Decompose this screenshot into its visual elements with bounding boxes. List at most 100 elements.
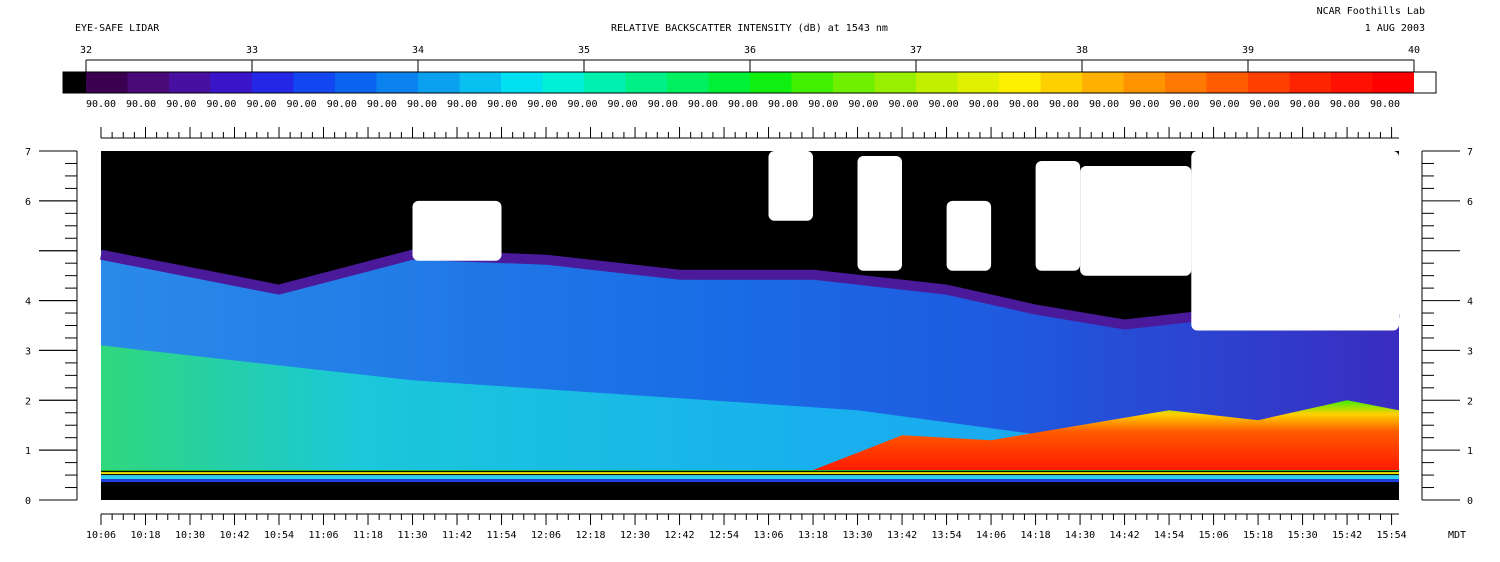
bottom-axis-label: 12:30 <box>620 530 650 541</box>
lab-name: NCAR Foothills Lab <box>1316 6 1425 17</box>
colorbar-cell-label: 90.00 <box>1049 99 1079 110</box>
colorbar-cell-labels: 90.00 90.00 90.00 90.00 90.00 90.00 90.00 90.00… <box>86 99 1400 110</box>
colorbar-cell-label: 90.00 <box>688 99 718 110</box>
left-axis-label: 7 <box>25 147 31 158</box>
colorbar-cell-label: 90.00 <box>1370 99 1400 110</box>
colorbar-cell-label: 90.00 <box>1169 99 1199 110</box>
colorbar-cell-label: 90.00 <box>1209 99 1239 110</box>
right-axis-label: 4 <box>1467 297 1473 308</box>
colorbar-cell <box>501 72 544 93</box>
colorbar-cell-label: 90.00 <box>1250 99 1280 110</box>
surface-band <box>101 479 1399 483</box>
colorbar-tick-label: 40 <box>1408 45 1420 56</box>
colorbar-cell-label: 90.00 <box>608 99 638 110</box>
colorbar-tick-label: 34 <box>412 45 424 56</box>
colorbar-cell-label: 90.00 <box>327 99 357 110</box>
bottom-axis-label: 10:30 <box>175 530 205 541</box>
bottom-axis-label: 13:30 <box>842 530 872 541</box>
cloud-region <box>946 200 992 271</box>
bottom-axis-label: 15:06 <box>1199 530 1229 541</box>
left-axis-label: 2 <box>25 396 31 407</box>
bottom-axis-label: 13:06 <box>753 530 783 541</box>
bottom-axis-label: 10:54 <box>264 530 294 541</box>
bottom-axis-label: 12:06 <box>531 530 561 541</box>
cloud-region <box>412 200 502 261</box>
time-zone-label: MDT <box>1448 530 1467 541</box>
colorbar-cell <box>459 72 502 93</box>
bottom-time-axis: 10:06 10:18 10:30 10:42 10:54 11:06 11:18 11:30… <box>86 513 1407 541</box>
colorbar-cell <box>210 72 253 93</box>
colorbar-cell-label: 90.00 <box>1330 99 1360 110</box>
colorbar-cell-label: 90.00 <box>1129 99 1159 110</box>
bottom-axis-label: 15:54 <box>1377 530 1407 541</box>
cloud-region <box>1035 161 1081 271</box>
colorbar-cell-label: 90.00 <box>1009 99 1039 110</box>
colorbar-cell-label: 90.00 <box>367 99 397 110</box>
right-axis-label: 3 <box>1467 346 1473 357</box>
bottom-axis-label: 11:06 <box>308 530 338 541</box>
colorbar-cell <box>1165 72 1208 93</box>
colorbar-tick-label: 33 <box>246 45 258 56</box>
colorbar-cell-label: 90.00 <box>888 99 918 110</box>
colorbar-tick-label: 36 <box>744 45 756 56</box>
right-axis-label: 2 <box>1467 396 1473 407</box>
colorbar-cell <box>791 72 834 93</box>
right-axis-label: 6 <box>1467 197 1473 208</box>
colorbar-cell-label: 90.00 <box>1290 99 1320 110</box>
colorbar-cell <box>86 72 129 93</box>
surface-band <box>101 485 1399 500</box>
colorbar-cell-label: 90.00 <box>527 99 557 110</box>
cloud-region <box>857 156 902 271</box>
colorbar-tick-label: 39 <box>1242 45 1254 56</box>
colorbar-cell <box>957 72 1000 93</box>
colorbar-cell <box>376 72 419 93</box>
instrument-title: EYE-SAFE LIDAR <box>75 23 160 34</box>
surface-band <box>101 475 1399 480</box>
bottom-axis-label: 11:18 <box>353 530 383 541</box>
colorbar-cell <box>1331 72 1374 93</box>
left-height-axis: 0 1 2 3 4 6 7 <box>25 147 78 507</box>
bottom-axis-label: 13:18 <box>798 530 828 541</box>
bottom-axis-label: 12:18 <box>575 530 605 541</box>
left-axis-label: 0 <box>25 496 31 507</box>
bottom-axis-label: 12:54 <box>709 530 739 541</box>
colorbar-cell-label: 90.00 <box>1089 99 1119 110</box>
colorbar-cell <box>916 72 959 93</box>
colorbar-cell <box>584 72 627 93</box>
surface-band <box>101 470 1399 472</box>
strong-return-region <box>813 400 1399 471</box>
colorbar-cell-label: 90.00 <box>287 99 317 110</box>
colorbar-cell-label: 90.00 <box>567 99 597 110</box>
colorbar-cell-label: 90.00 <box>126 99 156 110</box>
bottom-axis-label: 10:06 <box>86 530 116 541</box>
cloud-region <box>1191 151 1399 331</box>
bottom-axis-label: 13:54 <box>932 530 962 541</box>
colorbar-tick-label: 37 <box>910 45 922 56</box>
bottom-axis-label: 11:42 <box>442 530 472 541</box>
right-axis-label: 1 <box>1467 446 1473 457</box>
top-time-axis <box>100 127 1399 139</box>
colorbar-cell <box>1123 72 1166 93</box>
left-axis-label: 3 <box>25 346 31 357</box>
bottom-axis-label: 14:06 <box>976 530 1006 541</box>
colorbar-cell <box>1248 72 1291 93</box>
colorbar-cell <box>750 72 793 93</box>
bottom-axis-label: 14:54 <box>1154 530 1184 541</box>
lower-aerosol-region <box>101 345 1399 471</box>
bottom-axis-label: 14:42 <box>1110 530 1140 541</box>
colorbar-cell-label: 90.00 <box>447 99 477 110</box>
bottom-axis-label: 13:42 <box>887 530 917 541</box>
bottom-axis-label: 11:54 <box>486 530 516 541</box>
colorbar-cell-label: 90.00 <box>246 99 276 110</box>
colorbar-cell <box>127 72 170 93</box>
colorbar-cell-label: 90.00 <box>929 99 959 110</box>
bottom-axis-label: 10:18 <box>130 530 160 541</box>
colorbar-cell-label: 90.00 <box>487 99 517 110</box>
bottom-axis-label: 15:42 <box>1332 530 1362 541</box>
colorbar-cell <box>1206 72 1249 93</box>
colorbar-cell <box>1040 72 1083 93</box>
backscatter-heatmap <box>100 151 1400 500</box>
colorbar-cell-label: 90.00 <box>407 99 437 110</box>
colorbar-cell <box>1372 72 1415 93</box>
